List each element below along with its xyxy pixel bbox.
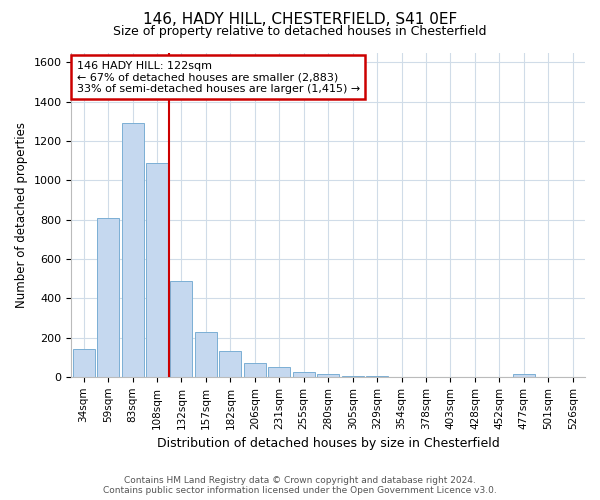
Bar xyxy=(122,124,143,377)
Y-axis label: Number of detached properties: Number of detached properties xyxy=(15,122,28,308)
Bar xyxy=(244,363,266,377)
Bar xyxy=(170,280,193,377)
X-axis label: Distribution of detached houses by size in Chesterfield: Distribution of detached houses by size … xyxy=(157,437,500,450)
Bar xyxy=(268,367,290,377)
Bar xyxy=(195,332,217,377)
Bar xyxy=(97,218,119,377)
Bar xyxy=(146,162,168,377)
Bar xyxy=(220,352,241,377)
Bar xyxy=(317,374,339,377)
Text: Size of property relative to detached houses in Chesterfield: Size of property relative to detached ho… xyxy=(113,25,487,38)
Bar xyxy=(341,376,364,377)
Bar xyxy=(73,350,95,377)
Bar xyxy=(293,372,315,377)
Text: 146, HADY HILL, CHESTERFIELD, S41 0EF: 146, HADY HILL, CHESTERFIELD, S41 0EF xyxy=(143,12,457,28)
Bar xyxy=(513,374,535,377)
Text: 146 HADY HILL: 122sqm
← 67% of detached houses are smaller (2,883)
33% of semi-d: 146 HADY HILL: 122sqm ← 67% of detached … xyxy=(77,60,360,94)
Text: Contains HM Land Registry data © Crown copyright and database right 2024.
Contai: Contains HM Land Registry data © Crown c… xyxy=(103,476,497,495)
Bar xyxy=(366,376,388,377)
